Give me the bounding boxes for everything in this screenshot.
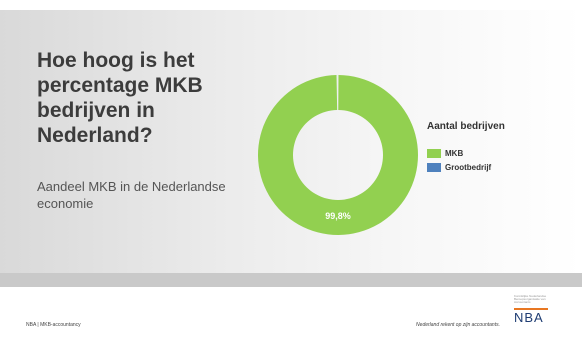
legend-swatch-grootbedrijf xyxy=(427,162,441,172)
data-label-mkb: 99,8% xyxy=(325,211,351,221)
legend-label-mkb: MKB xyxy=(445,148,464,158)
legend-item-mkb: MKB xyxy=(427,148,463,158)
legend-swatch-mkb xyxy=(427,148,441,158)
footer-tagline: Nederland rekent op zijn accountants. xyxy=(416,322,500,328)
logo-bar xyxy=(514,308,548,310)
donut-slice-mkb xyxy=(258,75,418,235)
legend-title: Aantal bedrijven xyxy=(427,121,505,132)
footer-label: NBA | MKB-accountancy xyxy=(26,322,81,328)
slide-title: Hoe hoog is het percentage MKB bedrijven… xyxy=(37,49,203,147)
nba-logo: Koninklijke Nederlandse Beroepsorganisat… xyxy=(514,295,556,331)
footer-band xyxy=(0,273,582,287)
legend-item-grootbedrijf: Grootbedrijf xyxy=(427,162,491,172)
slide-content: Hoe hoog is het percentage MKB bedrijven… xyxy=(0,10,582,273)
logo-subtext: Koninklijke Nederlandse Beroepsorganisat… xyxy=(514,295,547,304)
slide-subtitle: Aandeel MKB in de Nederlandse economie xyxy=(37,179,226,211)
donut-chart: 99,8% xyxy=(258,75,418,235)
legend-label-grootbedrijf: Grootbedrijf xyxy=(445,162,492,172)
logo-text: NBA xyxy=(514,310,544,325)
